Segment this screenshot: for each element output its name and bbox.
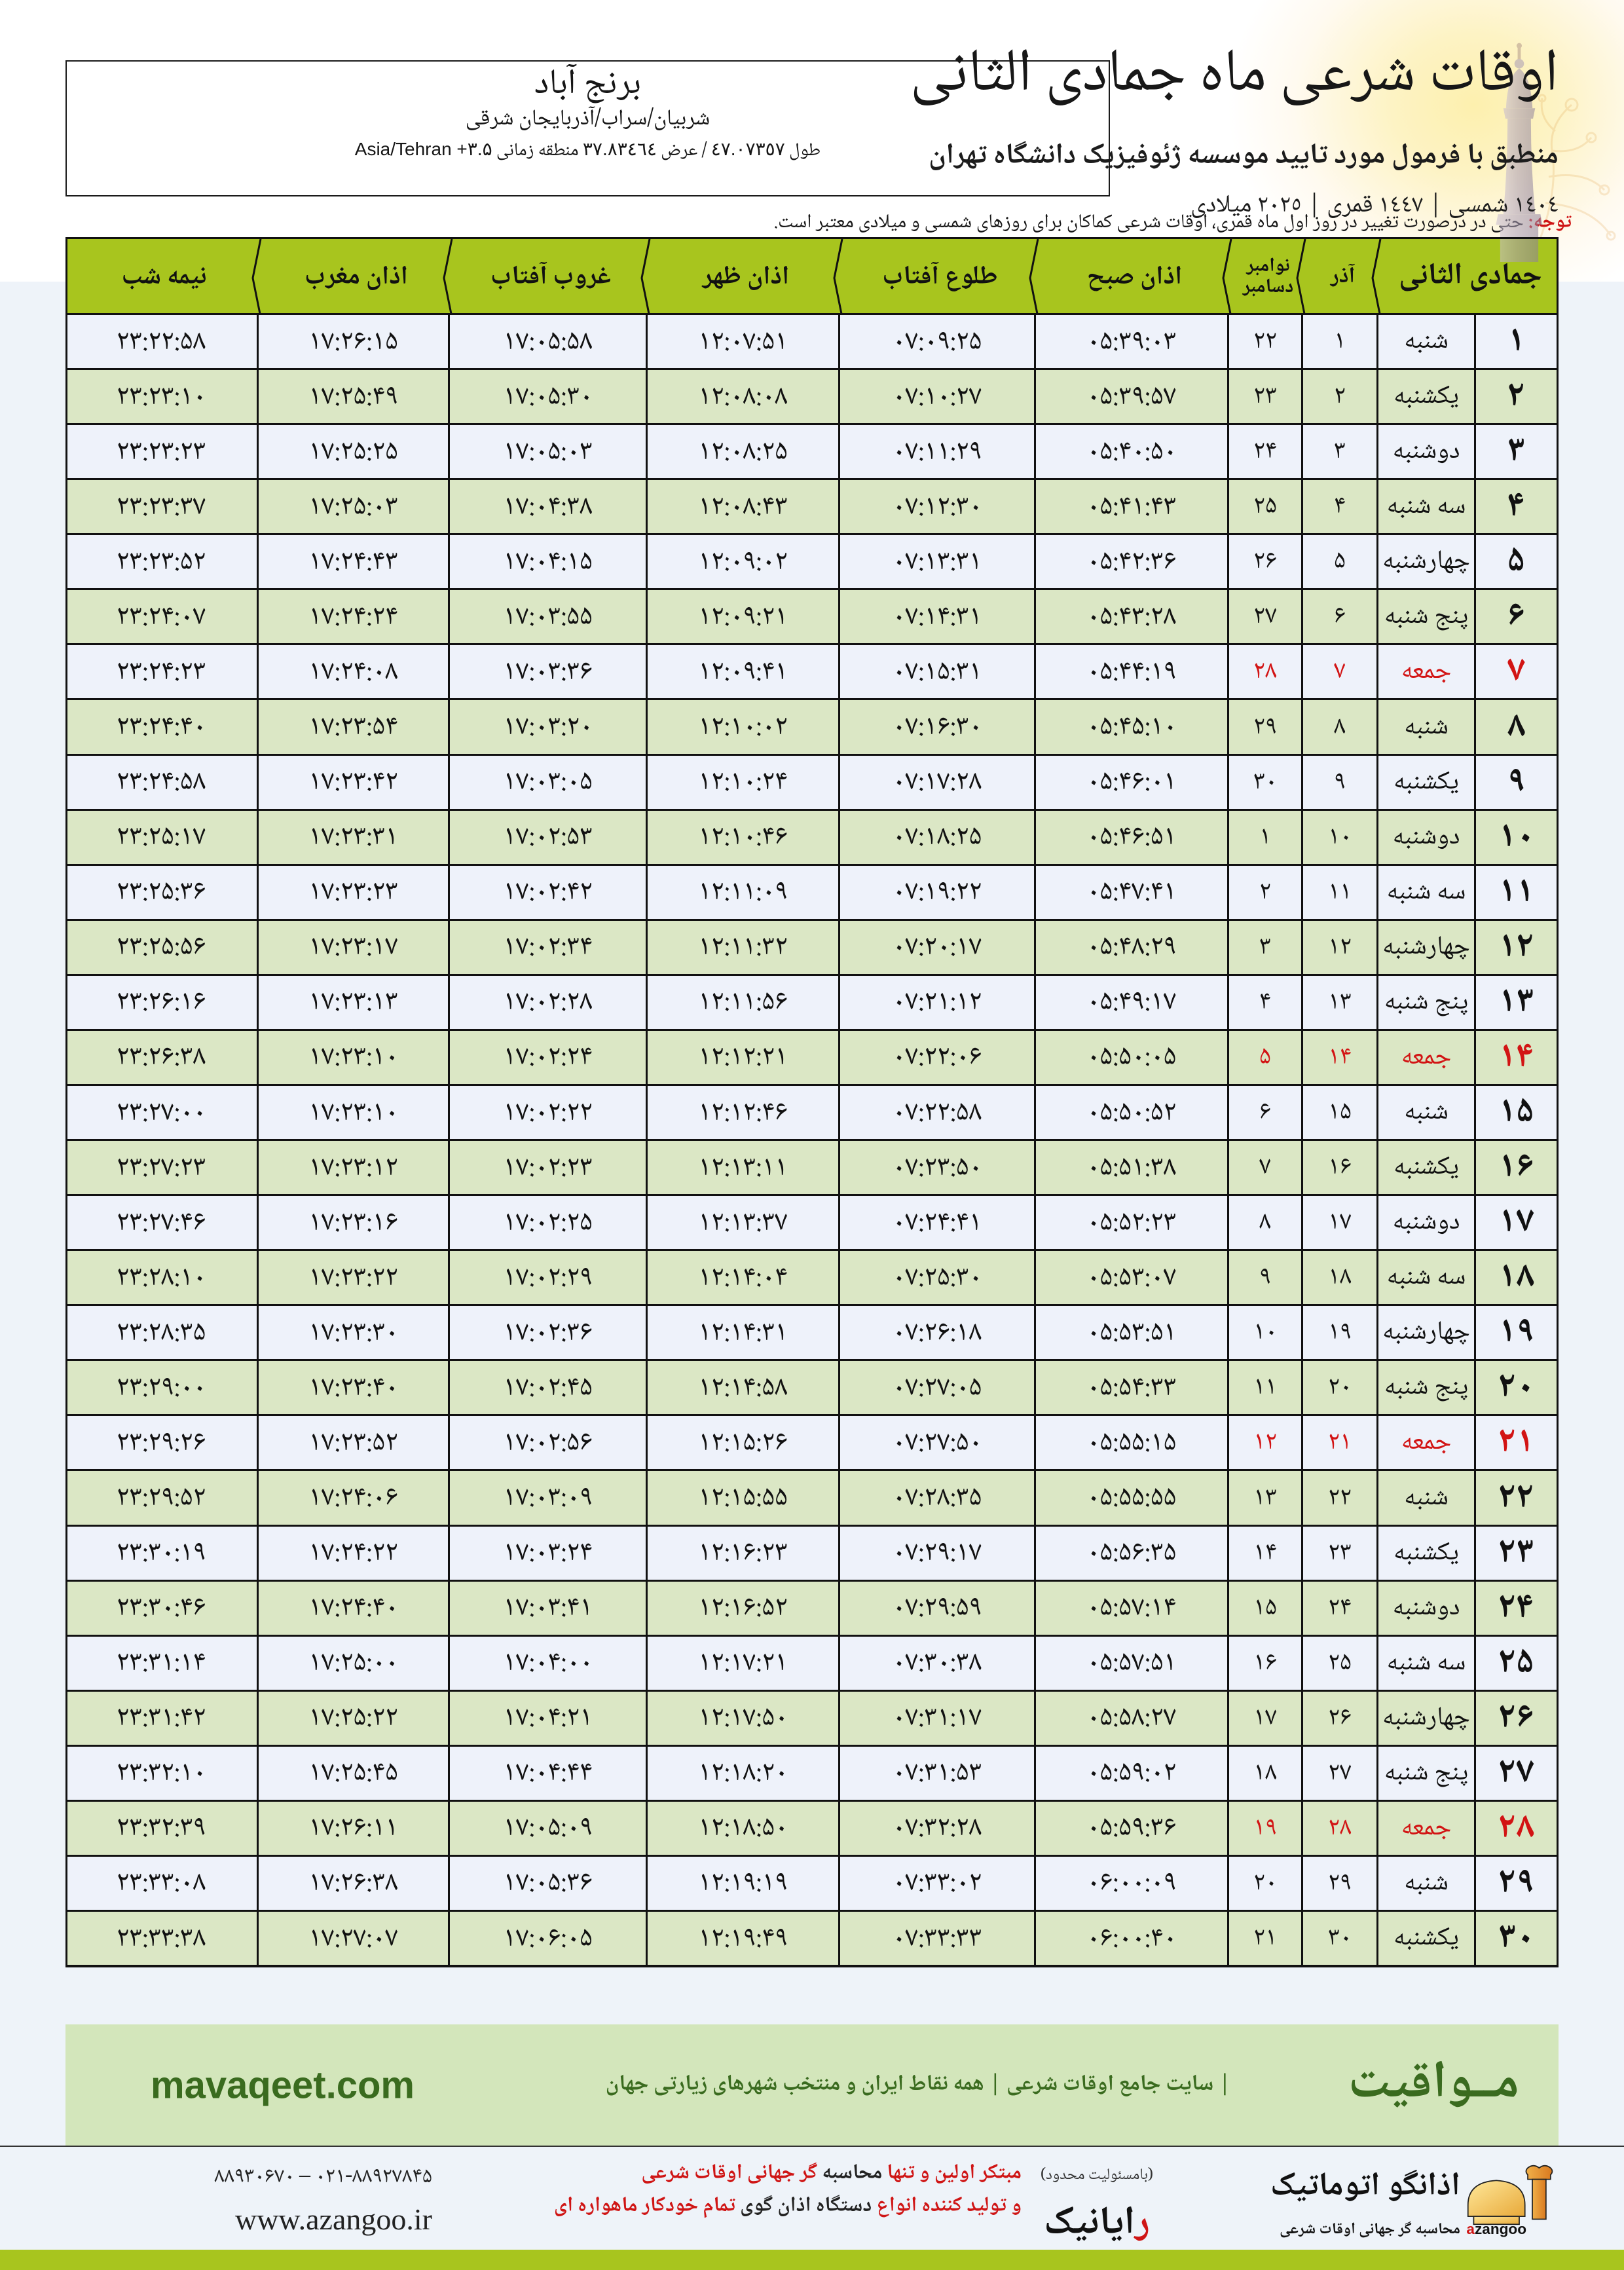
svg-text:azangoo: azangoo [1466,2221,1526,2237]
